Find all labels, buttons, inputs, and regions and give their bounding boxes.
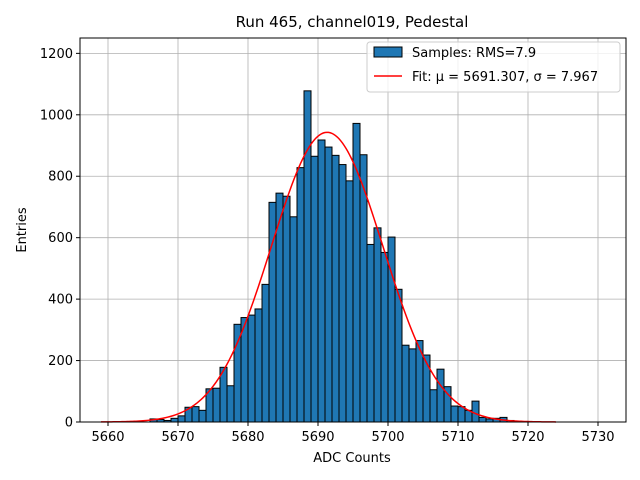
x-axis-ticks: 5660 5670 5680 5690 5700 5710 5720 5730 xyxy=(91,422,615,445)
histogram-bar xyxy=(261,283,270,423)
x-tick-label: 5660 xyxy=(91,430,124,445)
x-tick-label: 5720 xyxy=(511,430,544,445)
x-tick-label: 5730 xyxy=(581,430,614,445)
y-tick-label: 800 xyxy=(48,170,73,185)
y-tick-label: 200 xyxy=(48,354,73,369)
histogram-bar xyxy=(317,139,326,423)
x-axis-label: ADC Counts xyxy=(313,451,391,466)
histogram-bar xyxy=(338,164,347,423)
histogram-bar xyxy=(478,416,487,423)
x-tick-label: 5710 xyxy=(441,430,474,445)
histogram-bar xyxy=(233,323,242,423)
y-tick-label: 400 xyxy=(48,293,73,308)
histogram-bar xyxy=(331,154,340,423)
histogram-bar xyxy=(247,314,256,423)
y-tick-label: 0 xyxy=(65,416,73,431)
legend-fit-label: Fit: μ = 5691.307, σ = 7.967 xyxy=(412,70,598,85)
histogram-bar xyxy=(282,195,291,423)
y-tick-label: 1200 xyxy=(40,47,73,62)
histogram-bar xyxy=(394,288,403,423)
gaussian-fit-curve xyxy=(100,131,557,423)
x-tick-label: 5700 xyxy=(371,430,404,445)
y-axis-ticks: 0 200 400 600 800 1000 1200 xyxy=(40,47,80,431)
histogram-bar xyxy=(254,308,263,423)
plot-frame xyxy=(79,37,627,423)
legend: Samples: RMS=7.9 Fit: μ = 5691.307, σ = … xyxy=(366,41,621,93)
legend-samples-label: Samples: RMS=7.9 xyxy=(412,46,536,61)
histogram-bar xyxy=(450,405,459,423)
y-axis-label: Entries xyxy=(15,207,30,253)
histogram-bar xyxy=(345,180,354,423)
histogram-bar xyxy=(324,146,333,423)
legend-bar-swatch xyxy=(373,46,403,58)
histogram-bar xyxy=(303,90,312,423)
histogram-bar xyxy=(471,400,480,423)
histogram-bar xyxy=(422,354,431,423)
legend-box xyxy=(366,41,621,93)
histogram-bar xyxy=(170,417,179,423)
y-tick-label: 600 xyxy=(48,231,73,246)
histogram-bar xyxy=(408,348,417,423)
x-tick-label: 5670 xyxy=(161,430,194,445)
histogram-bar xyxy=(429,389,438,423)
histogram-bar xyxy=(177,415,186,423)
histogram-bar xyxy=(380,251,389,423)
histogram-bar xyxy=(373,227,382,423)
histogram-bar xyxy=(310,155,319,423)
chart-title: Run 465, channel019, Pedestal xyxy=(236,13,469,31)
histogram-bar xyxy=(191,406,200,423)
x-tick-label: 5680 xyxy=(231,430,264,445)
histogram-bar xyxy=(289,216,298,423)
x-tick-label: 5690 xyxy=(301,430,334,445)
histogram-bar xyxy=(366,243,375,423)
y-tick-label: 1000 xyxy=(40,108,73,123)
histogram-bar xyxy=(401,344,410,423)
histogram-bar xyxy=(296,167,305,423)
histogram-bar xyxy=(212,387,221,423)
histogram-bar xyxy=(457,406,466,423)
histogram-bar xyxy=(226,385,235,423)
histogram-bar xyxy=(198,409,207,423)
histogram-bar xyxy=(436,368,445,423)
